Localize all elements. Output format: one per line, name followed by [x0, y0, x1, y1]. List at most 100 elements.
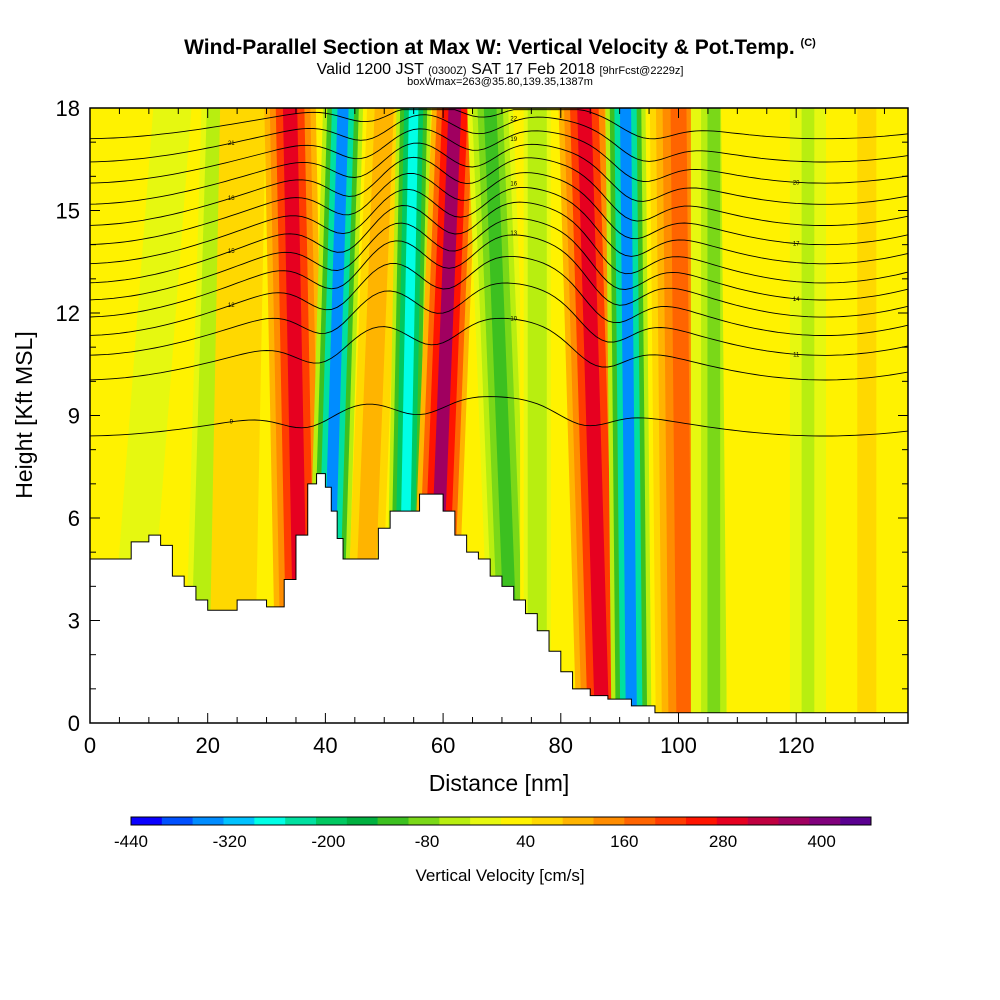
isentrope-label-13: 13: [510, 231, 517, 237]
colorbar-swatch: [408, 817, 440, 825]
isentrope-label-17: 17: [793, 242, 800, 248]
velocity-band-17-level-0: [857, 108, 877, 723]
box-info: boxWmax=263@35.80,139.35,1387m: [407, 76, 593, 88]
valid-utc: (0300Z): [428, 65, 467, 77]
y-tick-label: 15: [56, 199, 80, 224]
colorbar-swatch: [161, 817, 193, 825]
x-tick-label: 40: [313, 733, 337, 758]
velocity-band-11-level-0: [577, 108, 610, 723]
isentrope-11: [90, 282, 908, 356]
colorbar-swatch: [747, 817, 779, 825]
isentrope-label-14: 14: [793, 297, 800, 303]
colorbar-swatch: [840, 817, 872, 825]
colorbar-tick-label: 40: [516, 832, 535, 851]
x-axis: 0 20 40 60 80 100 120: [84, 108, 885, 758]
isentrope-20: [90, 128, 908, 184]
isentrope-18: [90, 156, 908, 226]
isentrope-16: [90, 186, 908, 265]
y-axis: 0 3 6 9 12 15 18: [56, 96, 908, 736]
velocity-band-13-level-0: [670, 108, 693, 723]
valid-date: SAT 17 Feb 2018: [471, 61, 595, 78]
chart-title: Wind-Parallel Section at Max W: Vertical…: [0, 36, 1000, 60]
colorbar-swatch: [131, 817, 163, 825]
velocity-band-16-level-0: [801, 108, 815, 723]
terrain-profile: [90, 473, 908, 723]
y-tick-label: 9: [68, 404, 80, 429]
isentrope-label-15: 15: [228, 249, 235, 255]
x-tick-label: 0: [84, 733, 96, 758]
colorbar-swatch: [285, 817, 317, 825]
colorbar-swatch: [316, 817, 348, 825]
isentrope-label-20: 20: [793, 180, 800, 186]
y-tick-label: 12: [56, 301, 80, 326]
isentrope-label-19: 19: [510, 137, 517, 143]
colorbar-label: Vertical Velocity [cm/s]: [415, 866, 584, 885]
isentrope-label-21: 21: [228, 141, 235, 147]
isentrope-label-9: 9: [230, 420, 234, 426]
colorbar-tick-label: -200: [311, 832, 345, 851]
isentrope-12: [90, 255, 908, 336]
isentrope-21: [90, 114, 908, 163]
colorbar: -440 -320 -200 -80 40 160 280 400: [114, 816, 872, 851]
velocity-band-12-level-0: [619, 108, 637, 723]
colorbar-swatch: [686, 817, 718, 825]
velocity-band-14-level-0: [707, 108, 721, 723]
colorbar-swatch: [346, 817, 378, 825]
forecast-info: [9hrFcst@2229z]: [599, 65, 684, 77]
isentrope-14: [90, 218, 908, 301]
colorbar-swatch: [192, 817, 224, 825]
velocity-band-9-level-0: [483, 108, 521, 723]
x-tick-label: 20: [195, 733, 219, 758]
y-axis-title: Height [Kft MSL]: [11, 331, 37, 498]
isentrope-10: [90, 317, 908, 381]
y-tick-label: 0: [68, 711, 80, 736]
colorbar-tick-label: 160: [610, 832, 638, 851]
velocity-band-15-level-0: [754, 108, 786, 723]
isentrope-contours: 9 10 11 12 13 14 15 16 17 18 19 20 21 22: [90, 109, 908, 437]
y-tick-label: 18: [56, 96, 80, 121]
valid-time: Valid 1200 JST: [316, 61, 424, 78]
colorbar-swatch: [377, 817, 409, 825]
isentrope-label-18: 18: [228, 196, 235, 202]
colorbar-swatch: [624, 817, 656, 825]
colorbar-frame: [130, 816, 872, 826]
y-tick-label: 6: [68, 506, 80, 531]
colorbar-swatch: [254, 817, 286, 825]
chart-subtitle: Valid 1200 JST (0300Z) SAT 17 Feb 2018 […: [0, 61, 1000, 79]
colorbar-tick-label: -440: [114, 832, 148, 851]
isentrope-label-10: 10: [510, 317, 517, 323]
x-tick-label: 120: [778, 733, 815, 758]
isentrope-13: [90, 234, 908, 318]
isentrope-9: [90, 396, 908, 437]
colorbar-swatch: [562, 817, 594, 825]
isentrope-label-11: 11: [793, 352, 800, 358]
colorbar-tick-label: 400: [807, 832, 835, 851]
colorbar-swatch: [809, 817, 841, 825]
colorbar-swatch: [439, 817, 471, 825]
x-tick-label: 100: [660, 733, 697, 758]
x-tick-label: 60: [431, 733, 455, 758]
colorbar-swatch: [470, 817, 502, 825]
isentrope-22: [90, 109, 908, 140]
colorbar-swatch: [531, 817, 563, 825]
isentrope-19: [90, 142, 908, 205]
isentrope-label-22: 22: [510, 116, 517, 122]
colorbar-swatch: [655, 817, 687, 825]
colorbar-swatch: [778, 817, 810, 825]
copyright-mark: (C): [800, 37, 816, 49]
velocity-band-3-level-0: [224, 108, 250, 723]
y-tick-label: 3: [68, 609, 80, 634]
chart-title-text: Wind-Parallel Section at Max W: Vertical…: [184, 36, 795, 59]
x-axis-title: Distance [nm]: [429, 770, 570, 796]
colorbar-tick-label: -80: [415, 832, 440, 851]
isentrope-17: [90, 172, 908, 246]
colorbar-tick-label: 280: [709, 832, 737, 851]
colorbar-tick-label: -320: [213, 832, 247, 851]
colorbar-swatch: [223, 817, 255, 825]
colorbar-swatch: [501, 817, 533, 825]
terrain-mask: [90, 473, 908, 723]
colorbar-swatch: [593, 817, 625, 825]
isentrope-15: [90, 201, 908, 284]
x-tick-label: 80: [549, 733, 573, 758]
